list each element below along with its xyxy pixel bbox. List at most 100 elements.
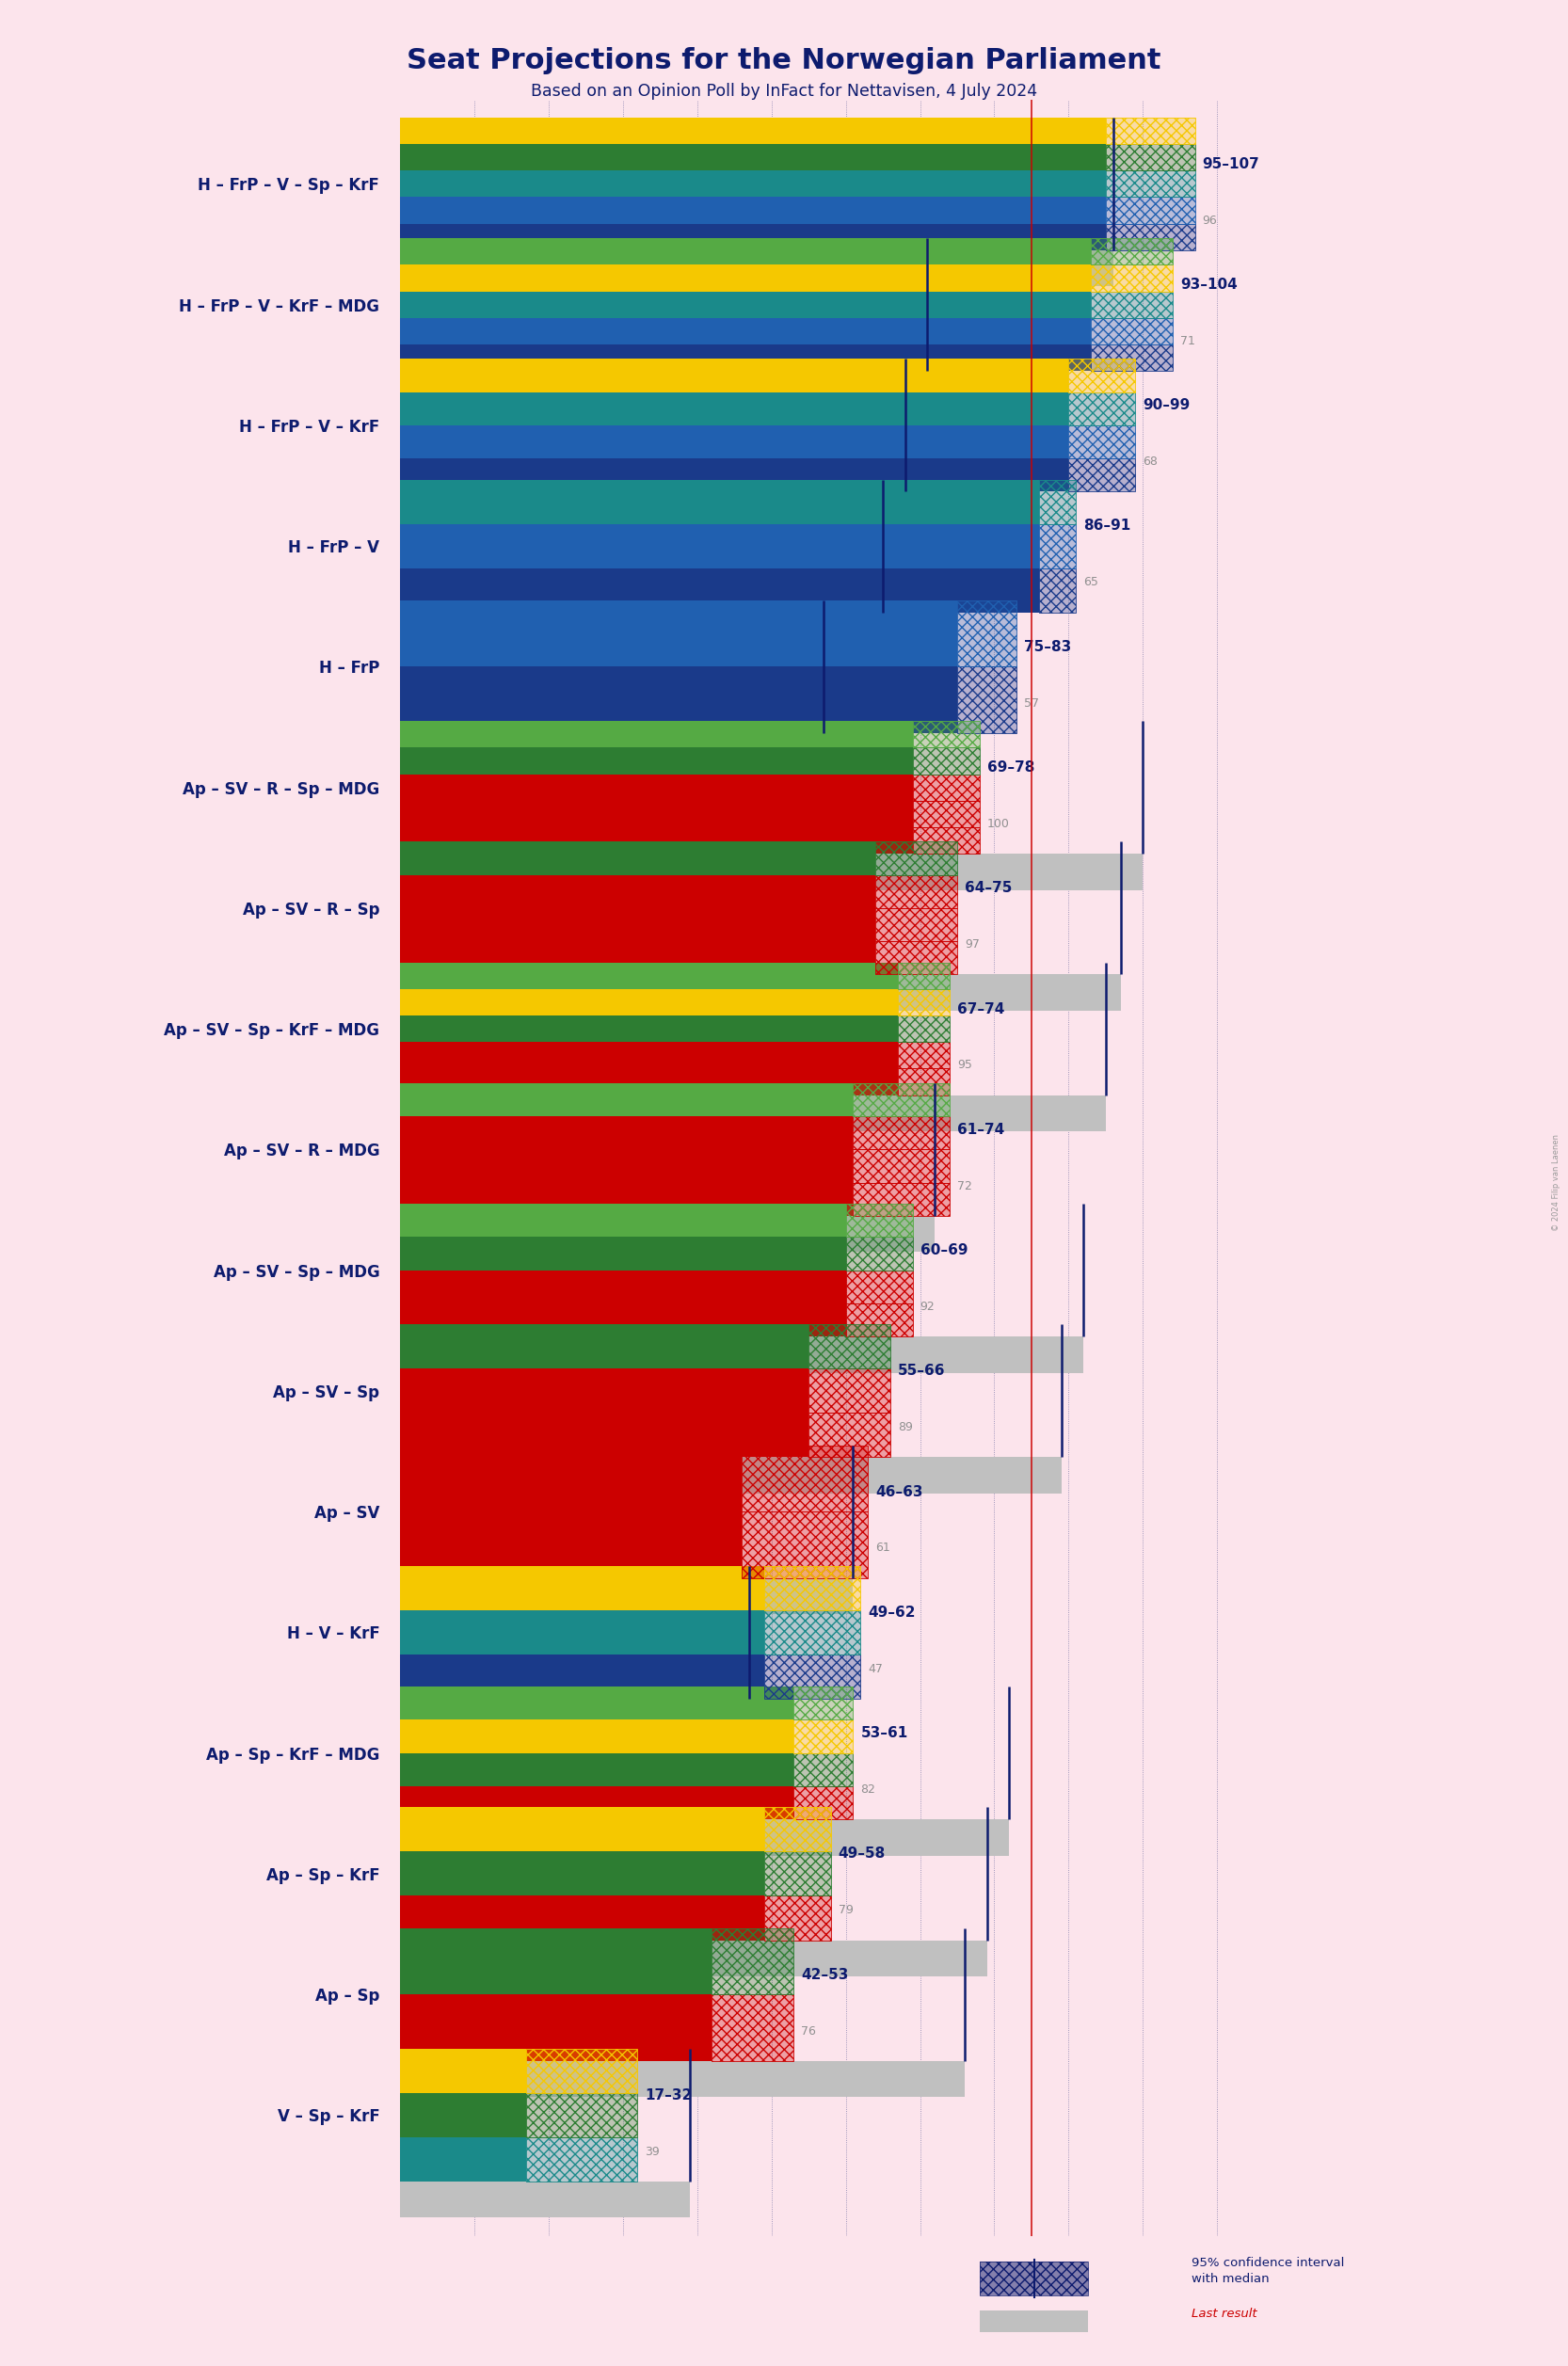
Bar — [853, 1117, 950, 1150]
Bar — [793, 1720, 853, 1753]
Bar — [764, 1654, 861, 1699]
Bar — [913, 828, 980, 854]
Bar — [764, 1611, 861, 1654]
Bar — [400, 1204, 845, 1237]
Bar — [400, 568, 1040, 613]
Bar — [400, 265, 1091, 291]
Bar — [400, 1216, 935, 1252]
Bar — [1091, 317, 1173, 345]
Bar — [400, 1720, 793, 1753]
Bar — [980, 2309, 1088, 2333]
Bar — [400, 1578, 853, 1614]
Bar — [712, 1995, 793, 2061]
Bar — [400, 1895, 764, 1940]
Bar — [809, 1325, 891, 1370]
Bar — [1069, 426, 1135, 459]
Text: 42–53: 42–53 — [801, 1969, 848, 1983]
Bar — [400, 942, 875, 975]
Bar — [898, 1069, 950, 1095]
Bar — [1091, 317, 1173, 345]
Bar — [400, 601, 956, 667]
Text: 61: 61 — [875, 1543, 891, 1554]
Bar — [400, 800, 913, 828]
Bar — [400, 1654, 764, 1699]
Bar — [400, 196, 1105, 225]
Bar — [742, 1446, 869, 1512]
Bar — [845, 1271, 913, 1304]
Bar — [400, 963, 898, 989]
Text: Last result: Last result — [1192, 2307, 1258, 2321]
Text: 72: 72 — [956, 1181, 972, 1192]
Bar — [400, 2136, 527, 2181]
Bar — [1069, 459, 1135, 492]
Bar — [898, 963, 950, 989]
Bar — [400, 144, 1105, 170]
Bar — [400, 1753, 793, 1786]
Text: 69–78: 69–78 — [986, 759, 1035, 774]
Bar — [1069, 360, 1135, 393]
Text: 86–91: 86–91 — [1083, 518, 1131, 532]
Bar — [875, 909, 956, 942]
Bar — [764, 1654, 861, 1699]
Bar — [400, 1940, 986, 1976]
Bar — [793, 1786, 853, 1819]
Bar — [400, 748, 913, 774]
Bar — [1105, 196, 1195, 225]
Bar — [400, 118, 1105, 144]
Bar — [845, 1204, 913, 1237]
Text: 64–75: 64–75 — [964, 880, 1011, 894]
Bar — [875, 875, 956, 909]
Text: 76: 76 — [801, 2025, 815, 2037]
Bar — [712, 1928, 793, 1995]
Bar — [1105, 170, 1195, 196]
Bar — [400, 1928, 712, 1995]
Bar — [400, 1117, 853, 1150]
Bar — [742, 1446, 869, 1512]
Bar — [956, 667, 1016, 733]
Bar — [400, 459, 1069, 492]
Bar — [1105, 144, 1195, 170]
Bar — [400, 2049, 527, 2094]
Bar — [913, 722, 980, 748]
Text: 17–32: 17–32 — [644, 2089, 693, 2103]
Bar — [400, 1819, 1010, 1855]
Bar — [400, 1237, 845, 1271]
Bar — [1091, 265, 1173, 291]
Text: 61–74: 61–74 — [956, 1121, 1005, 1136]
Bar — [898, 1041, 950, 1069]
Text: 90–99: 90–99 — [1143, 397, 1190, 412]
Bar — [853, 1117, 950, 1150]
Text: 49–62: 49–62 — [869, 1607, 916, 1618]
Bar — [1091, 239, 1173, 265]
Bar — [1105, 225, 1195, 251]
Bar — [400, 2094, 527, 2136]
Bar — [742, 1512, 869, 1578]
Bar — [845, 1237, 913, 1271]
Text: 92: 92 — [920, 1301, 935, 1313]
Bar — [956, 601, 1016, 667]
Text: 68: 68 — [1143, 457, 1157, 468]
Bar — [875, 942, 956, 975]
Bar — [845, 1304, 913, 1337]
Bar — [956, 667, 1016, 733]
Text: 95% confidence interval
with median: 95% confidence interval with median — [1192, 2257, 1344, 2286]
Text: 46–63: 46–63 — [875, 1483, 924, 1498]
Text: 71: 71 — [1181, 336, 1195, 348]
Bar — [898, 989, 950, 1015]
Bar — [527, 2094, 638, 2136]
Bar — [400, 975, 1121, 1010]
Text: 82: 82 — [861, 1784, 875, 1796]
Bar — [400, 492, 905, 528]
Bar — [793, 1720, 853, 1753]
Bar — [400, 1271, 845, 1304]
Bar — [742, 1512, 869, 1578]
Bar — [1105, 170, 1195, 196]
Bar — [400, 1095, 1105, 1131]
Bar — [809, 1413, 891, 1457]
Bar — [1091, 265, 1173, 291]
Bar — [1105, 225, 1195, 251]
Bar — [913, 828, 980, 854]
Bar — [1040, 568, 1076, 613]
Bar — [1069, 459, 1135, 492]
Bar — [400, 774, 913, 800]
